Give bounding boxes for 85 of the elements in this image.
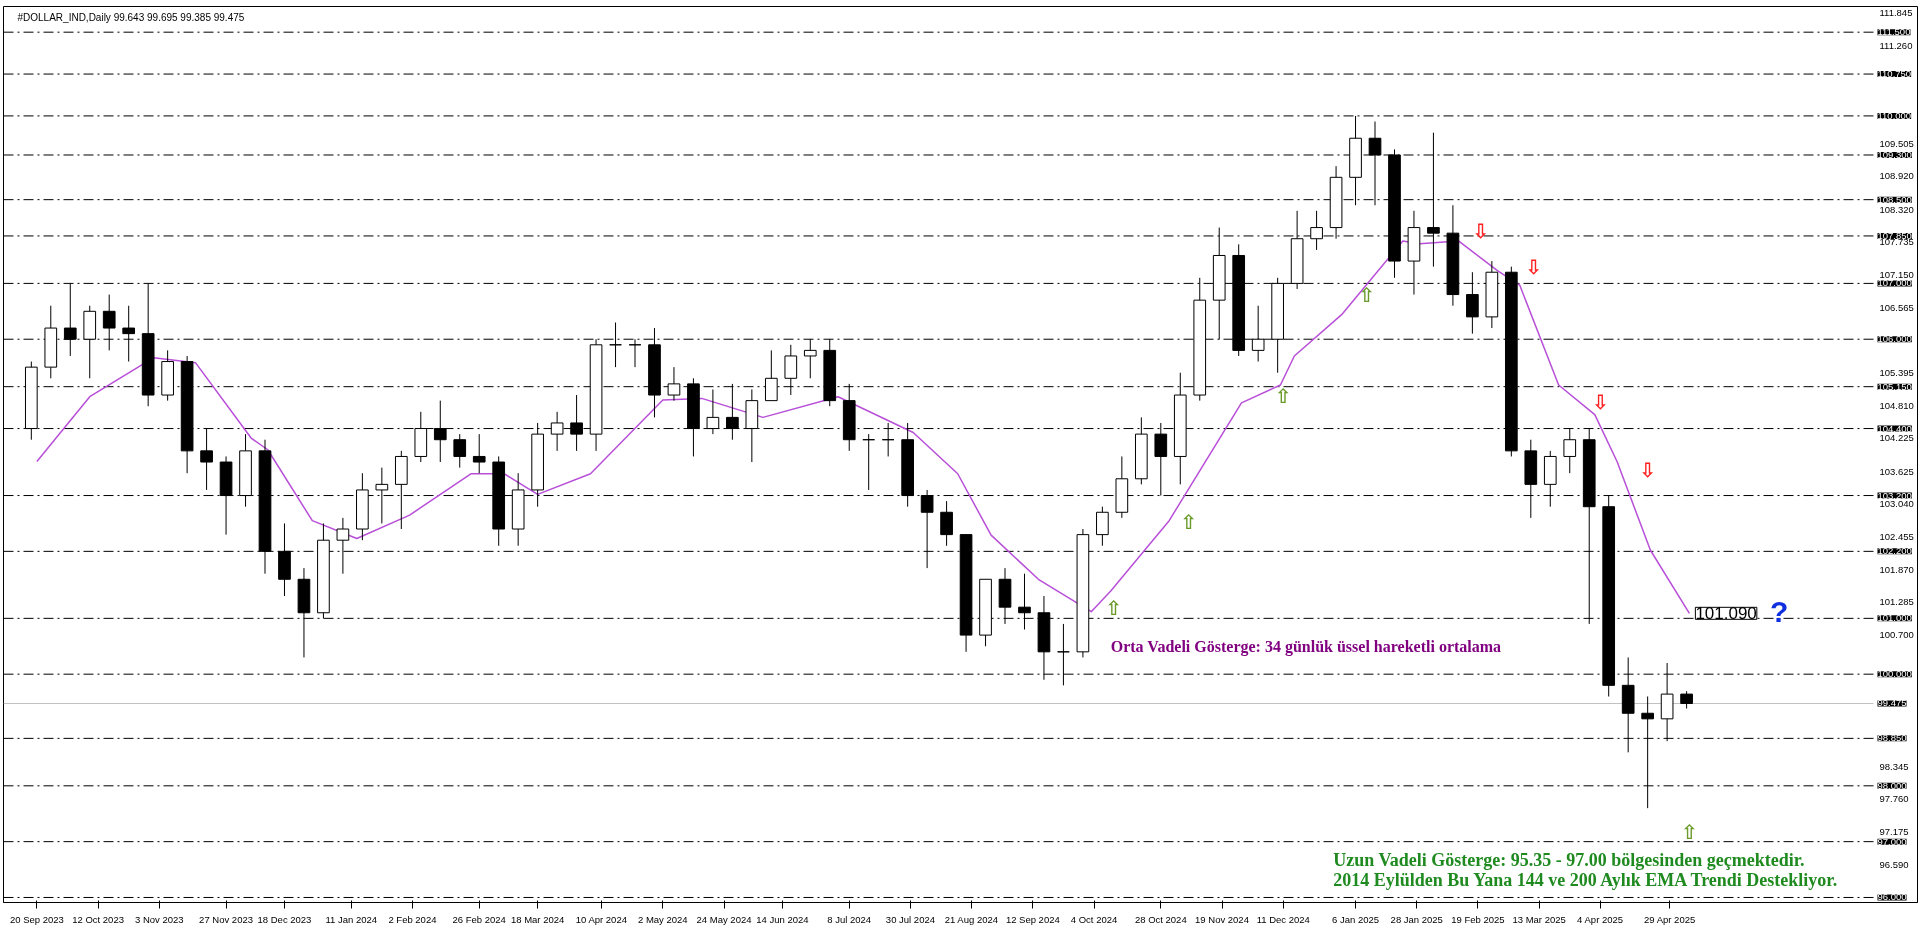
y-tick-label: 97.175 <box>1879 825 1909 837</box>
x-tick-label: 21 Aug 2024 <box>944 913 999 925</box>
ref-line-label: 101.000 <box>1877 612 1912 624</box>
ref-line-label: 111.500 <box>1877 26 1911 38</box>
ref-line-label: 97.000 <box>1877 835 1907 847</box>
x-tick-label: 6 Jan 2025 <box>1332 913 1380 925</box>
ref-line-label: 109.300 <box>1877 149 1912 160</box>
ref-line-label: 102.200 <box>1877 545 1912 557</box>
x-tick-label: 19 Feb 2025 <box>1451 913 1505 925</box>
x-tick-label: 2 May 2024 <box>638 913 688 925</box>
y-tick-label: 105.395 <box>1879 366 1914 378</box>
annotation: ⇧ <box>1180 509 1198 534</box>
line-series <box>36 240 1691 615</box>
candlestick <box>862 433 876 491</box>
ref-line-label: 103.200 <box>1877 489 1912 501</box>
x-tick-label: 28 Oct 2024 <box>1134 913 1187 925</box>
x-tick-label: 11 Dec 2024 <box>1256 913 1310 925</box>
x-tick-label: 13 Mar 2025 <box>1512 913 1566 925</box>
annotation: Uzun Vadeli Gösterge: 95.35 - 97.00 bölgesinden geçmektedir. <box>1333 849 1805 870</box>
y-tick-label: 97.760 <box>1879 793 1909 805</box>
x-tick-label: 18 Mar 2024 <box>510 913 565 925</box>
y-tick-label: 104.225 <box>1879 432 1914 444</box>
x-tick-label: 24 May 2024 <box>696 913 752 925</box>
ref-line-label: 98.000 <box>1877 779 1907 791</box>
ref-line-label: 110.750 <box>1877 68 1912 80</box>
x-tick-label: 4 Oct 2024 <box>1070 913 1118 925</box>
y-tick-label: 108.320 <box>1879 203 1914 215</box>
ref-line-label: 110.000 <box>1877 109 1912 121</box>
x-tick-label: 30 Jul 2024 <box>885 913 935 925</box>
y-tick-label: 111.845 <box>1879 6 1913 18</box>
x-tick-label: 18 Dec 2023 <box>257 913 312 925</box>
annotation: ⇧ <box>1358 283 1376 308</box>
y-tick-label: 96.590 <box>1879 858 1909 870</box>
y-tick-label: 101.285 <box>1879 596 1914 608</box>
y-tick-label: 100.700 <box>1879 629 1914 641</box>
x-tick-label: 10 Apr 2024 <box>575 913 627 925</box>
x-tick-label: 19 Nov 2024 <box>1195 913 1249 925</box>
ref-line-label: 106.000 <box>1877 333 1912 345</box>
ref-line-label: 107.000 <box>1877 277 1912 289</box>
annotation: Orta Vadeli Gösterge: 34 günlük üssel hareketli ortalama <box>1110 637 1502 656</box>
x-tick-label: 14 Jun 2024 <box>756 913 809 925</box>
x-tick-label: 11 Jan 2024 <box>325 913 378 925</box>
x-tick-label: 12 Oct 2023 <box>72 913 124 925</box>
y-tick-label: 104.810 <box>1879 399 1914 411</box>
y-tick-label: 98.345 <box>1879 760 1909 772</box>
x-tick-label: 29 Apr 2025 <box>1644 913 1696 925</box>
text: #DOLLAR_IND,Daily 99.643 99.695 99.385 99.475 <box>17 11 245 23</box>
y-tick-label: 103.625 <box>1879 465 1914 477</box>
annotation: 101.090 <box>1695 604 1757 624</box>
x-tick-label: 27 Nov 2023 <box>199 913 253 925</box>
ref-line-label: 99.475 <box>1877 697 1907 709</box>
x-tick-label: 28 Jan 2025 <box>1390 913 1443 925</box>
annotation: ⇩ <box>1591 390 1609 415</box>
x-tick-label: 8 Jul 2024 <box>827 913 872 925</box>
y-tick-label: 109.505 <box>1879 137 1914 149</box>
annotation: 2014 Eylülden Bu Yana 144 ve 200 Aylık EMA Trendi Destekliyor. <box>1333 870 1838 891</box>
ref-line-label: 98.850 <box>1877 732 1907 744</box>
annotation: ⇩ <box>1639 458 1657 483</box>
x-tick-label: 26 Feb 2024 <box>452 913 506 925</box>
ref-line-label: 100.000 <box>1877 668 1912 680</box>
y-tick-label: 111.260 <box>1879 39 1913 51</box>
candlestick <box>453 433 467 469</box>
y-tick-label: 103.040 <box>1879 498 1914 510</box>
y-tick-label: 106.565 <box>1879 301 1914 313</box>
y-tick-label: 102.455 <box>1879 531 1914 543</box>
annotation: ⇧ <box>1105 596 1122 621</box>
x-tick-label: 4 Apr 2025 <box>1577 913 1624 925</box>
x-tick-label: 3 Nov 2023 <box>135 913 184 925</box>
annotation: ⇧ <box>1274 383 1292 408</box>
annotation: ⇩ <box>1525 255 1542 280</box>
ref-line-label: 104.400 <box>1877 422 1912 434</box>
x-tick-label: 2 Feb 2024 <box>388 913 437 925</box>
candlestick <box>940 500 953 547</box>
annotation: ⇩ <box>1472 219 1490 244</box>
candlestick <box>1096 506 1109 547</box>
y-tick-label: 108.920 <box>1879 170 1914 182</box>
y-tick-label: 101.870 <box>1879 563 1914 575</box>
ref-line-label: 108.500 <box>1877 193 1912 205</box>
ref-line-label: 96.000 <box>1877 891 1907 903</box>
x-tick-label: 20 Sep 2023 <box>9 913 64 925</box>
candlestick <box>472 433 486 474</box>
x-tick-label: 12 Sep 2024 <box>1005 913 1060 925</box>
annotation: ⇧ <box>1681 819 1698 844</box>
annotation: ? <box>1770 595 1789 629</box>
ref-line-label: 105.150 <box>1877 380 1912 392</box>
